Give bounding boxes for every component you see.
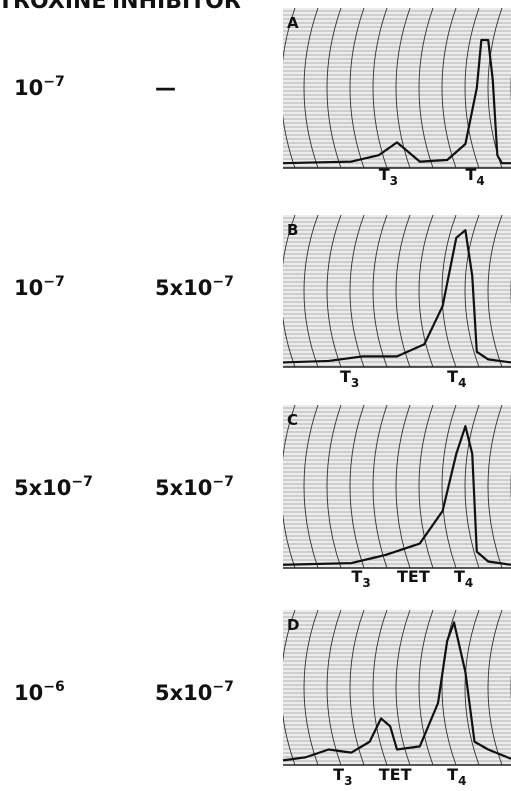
chart-panel: B <box>281 215 511 367</box>
value-exponent: −7 <box>212 679 233 695</box>
panel-label: A <box>287 14 299 32</box>
peak-letter: T <box>465 165 476 184</box>
row-inhibitor: 5x10−7 <box>155 274 234 300</box>
value-exponent: −7 <box>43 274 64 290</box>
peak-label: T4 <box>447 765 466 788</box>
peak-subscript: 3 <box>362 576 370 590</box>
value-base: 10 <box>14 76 43 100</box>
panel-label: B <box>287 221 298 239</box>
header-inhibitor: INHIBITOR <box>112 0 241 14</box>
peak-subscript: 4 <box>476 174 484 188</box>
peak-label: TET <box>397 567 430 586</box>
value-exponent: −7 <box>43 74 64 90</box>
peak-letter: T <box>447 367 458 386</box>
peak-label: T4 <box>447 367 466 390</box>
peak-letter: T <box>379 165 390 184</box>
panel-label: D <box>287 616 299 634</box>
value-exponent: −7 <box>212 474 233 490</box>
panel-label: C <box>287 411 298 429</box>
value-exponent: −7 <box>71 474 92 490</box>
row-thyroxine: 5x10−7 <box>14 474 93 500</box>
row-thyroxine: 10−7 <box>14 274 65 300</box>
figure: TROXINE INHIBITOR 10−7—AT3T410−75x10−7BT… <box>0 0 511 791</box>
value-exponent: −6 <box>43 679 64 695</box>
peak-label: T3 <box>340 367 359 390</box>
value-base: 5x10 <box>155 476 212 500</box>
chart-panel: A <box>281 8 511 168</box>
peak-letter: T <box>454 567 465 586</box>
peak-label: T4 <box>454 567 473 590</box>
peak-letter: T <box>447 765 458 784</box>
value-base: 5x10 <box>155 276 212 300</box>
chart-panel: D <box>281 610 511 765</box>
peak-subscript: 4 <box>465 576 473 590</box>
value-base: 10 <box>14 276 43 300</box>
value-base: 5x10 <box>155 681 212 705</box>
row-inhibitor: 5x10−7 <box>155 679 234 705</box>
peak-subscript: 4 <box>458 376 466 390</box>
value-base: 5x10 <box>14 476 71 500</box>
peak-letter: T <box>333 765 344 784</box>
peak-letter: T <box>340 367 351 386</box>
peak-letter: TET <box>397 567 430 586</box>
value-base: — <box>155 76 176 100</box>
value-exponent: −7 <box>212 274 233 290</box>
row-inhibitor: — <box>155 76 176 100</box>
row-thyroxine: 10−7 <box>14 74 65 100</box>
chart-panel: C <box>281 405 511 568</box>
peak-subscript: 4 <box>458 774 466 788</box>
peak-label: T3 <box>333 765 352 788</box>
peak-label: TET <box>379 765 412 784</box>
peak-letter: TET <box>379 765 412 784</box>
peak-subscript: 3 <box>351 376 359 390</box>
peak-letter: T <box>351 567 362 586</box>
row-thyroxine: 10−6 <box>14 679 65 705</box>
peak-label: T3 <box>351 567 370 590</box>
row-inhibitor: 5x10−7 <box>155 474 234 500</box>
peak-subscript: 3 <box>390 174 398 188</box>
peak-subscript: 3 <box>344 774 352 788</box>
header-thyroxine: TROXINE <box>0 0 106 14</box>
value-base: 10 <box>14 681 43 705</box>
